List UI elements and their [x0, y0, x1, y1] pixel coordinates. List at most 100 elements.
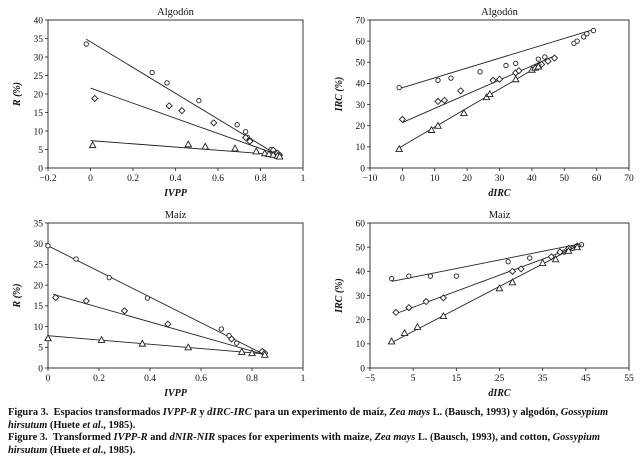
- data-point-diamond: [392, 308, 400, 317]
- data-point-triangle: [260, 350, 269, 358]
- x-tick-label: 0.4: [170, 174, 182, 184]
- data-point-diamond: [241, 134, 250, 142]
- x-tick-label: −5: [365, 374, 375, 384]
- data-point-triangle: [269, 150, 278, 158]
- y-tick-label: 40: [34, 16, 44, 26]
- data-point-triangle: [495, 284, 504, 292]
- fit-line-diamonds: [52, 293, 265, 356]
- data-point-circle: [513, 60, 519, 66]
- data-point-circle: [396, 85, 402, 91]
- caption-etal: et al: [82, 444, 101, 456]
- x-axis-label: dIRC: [488, 188, 511, 199]
- chart-title: Maíz: [165, 210, 187, 221]
- data-point-diamond: [120, 307, 129, 315]
- y-tick-label: 0: [360, 164, 365, 174]
- y-tick-label: 0: [360, 364, 365, 374]
- y-tick-label: 10: [356, 340, 366, 350]
- data-point-triangle: [413, 322, 422, 330]
- caption-species: Gossypium hirsutum: [8, 432, 601, 456]
- data-point-triangle: [508, 278, 517, 286]
- x-tick-label: 0.6: [212, 174, 224, 184]
- y-tick-label: 40: [356, 268, 366, 278]
- data-point-circle: [542, 54, 548, 60]
- fit-line-diamonds: [402, 55, 555, 123]
- data-point-circle: [164, 80, 170, 86]
- x-tick-label: 1: [301, 374, 306, 384]
- y-axis-label: IRC (%): [334, 278, 345, 314]
- data-point-circle: [242, 129, 249, 135]
- data-point-diamond: [405, 303, 413, 312]
- data-point-triangle: [459, 108, 468, 117]
- data-point-triangle: [201, 142, 210, 150]
- data-point-diamond: [82, 297, 90, 305]
- caption-text: y: [196, 407, 208, 418]
- y-tick-label: 20: [356, 316, 366, 326]
- caption-text: Transformed: [52, 432, 114, 443]
- fit-line-triangles: [90, 140, 282, 156]
- y-tick-label: 35: [34, 219, 44, 229]
- data-point-diamond: [246, 137, 254, 145]
- data-point-diamond: [164, 320, 172, 328]
- data-point-triangle: [485, 89, 494, 98]
- y-tick-label: 5: [38, 344, 43, 354]
- data-point-circle: [581, 34, 587, 40]
- y-tick-label: 5: [38, 146, 43, 156]
- y-tick-label: 25: [34, 72, 44, 82]
- caption-species: Gossypium hirsutum: [8, 407, 609, 431]
- x-tick-label: 0: [88, 174, 93, 184]
- y-tick-label: 25: [34, 261, 44, 271]
- data-point-triangle: [395, 144, 404, 152]
- y-tick-label: 10: [34, 323, 44, 333]
- data-point-circle: [590, 27, 597, 34]
- data-point-diamond: [489, 76, 497, 84]
- data-point-triangle: [237, 347, 246, 355]
- caption-term: IVPP-R: [162, 407, 197, 418]
- x-tick-label: 15: [452, 374, 462, 384]
- data-point-triangle: [184, 140, 193, 148]
- y-tick-label: 50: [356, 243, 366, 253]
- data-point-circle: [83, 41, 89, 47]
- y-axis-label: IRC (%): [334, 77, 345, 113]
- data-point-triangle: [434, 121, 442, 129]
- data-point-circle: [196, 98, 202, 104]
- data-point-diamond: [515, 67, 523, 75]
- data-point-triangle: [260, 149, 269, 157]
- fit-line-triangles: [398, 64, 542, 149]
- y-tick-label: 30: [356, 101, 366, 111]
- data-point-circle: [574, 38, 580, 44]
- data-point-diamond: [508, 267, 517, 275]
- y-tick-label: 20: [34, 90, 44, 100]
- data-point-triangle: [97, 335, 106, 343]
- data-point-circle: [505, 259, 511, 265]
- chart-title: Algodón: [481, 7, 519, 18]
- data-point-diamond: [52, 293, 60, 302]
- data-point-triangle: [248, 348, 256, 357]
- data-point-triangle: [551, 255, 560, 263]
- data-point-circle: [427, 273, 434, 279]
- data-point-triangle: [252, 147, 261, 155]
- data-point-circle: [234, 340, 240, 346]
- x-tick-label: 40: [527, 174, 537, 184]
- data-point-triangle: [573, 243, 582, 251]
- data-point-circle: [435, 77, 441, 83]
- figure-panels: Algodón−0.2 0 0.2 0.4 0.6 0.8 1051015202530354…: [12, 7, 634, 399]
- data-point-circle: [73, 256, 79, 262]
- data-point-triangle: [265, 149, 273, 157]
- y-tick-label: 35: [34, 35, 44, 45]
- chart-title: Maíz: [489, 210, 511, 221]
- y-tick-label: 30: [356, 292, 366, 302]
- data-point-circle: [527, 255, 533, 261]
- x-tick-label: 0.4: [144, 374, 156, 384]
- caption-english: Figure 3. Transformed IVPP-R and dNIR-NI…: [8, 432, 636, 457]
- plot-frame: [369, 19, 630, 169]
- caption-spanish: Figura 3. Espacios transformados IVPP-R …: [8, 407, 636, 432]
- x-tick-label: 0.8: [246, 374, 258, 384]
- data-point-circle: [226, 333, 232, 339]
- data-point-diamond: [434, 97, 442, 106]
- y-tick-label: 20: [356, 122, 366, 132]
- data-point-triangle: [44, 334, 52, 342]
- data-point-diamond: [550, 54, 559, 62]
- chart-panel: Algodón−0.2 0 0.2 0.4 0.6 0.8 1051015202530354…: [12, 7, 306, 199]
- data-point-diamond: [422, 297, 430, 306]
